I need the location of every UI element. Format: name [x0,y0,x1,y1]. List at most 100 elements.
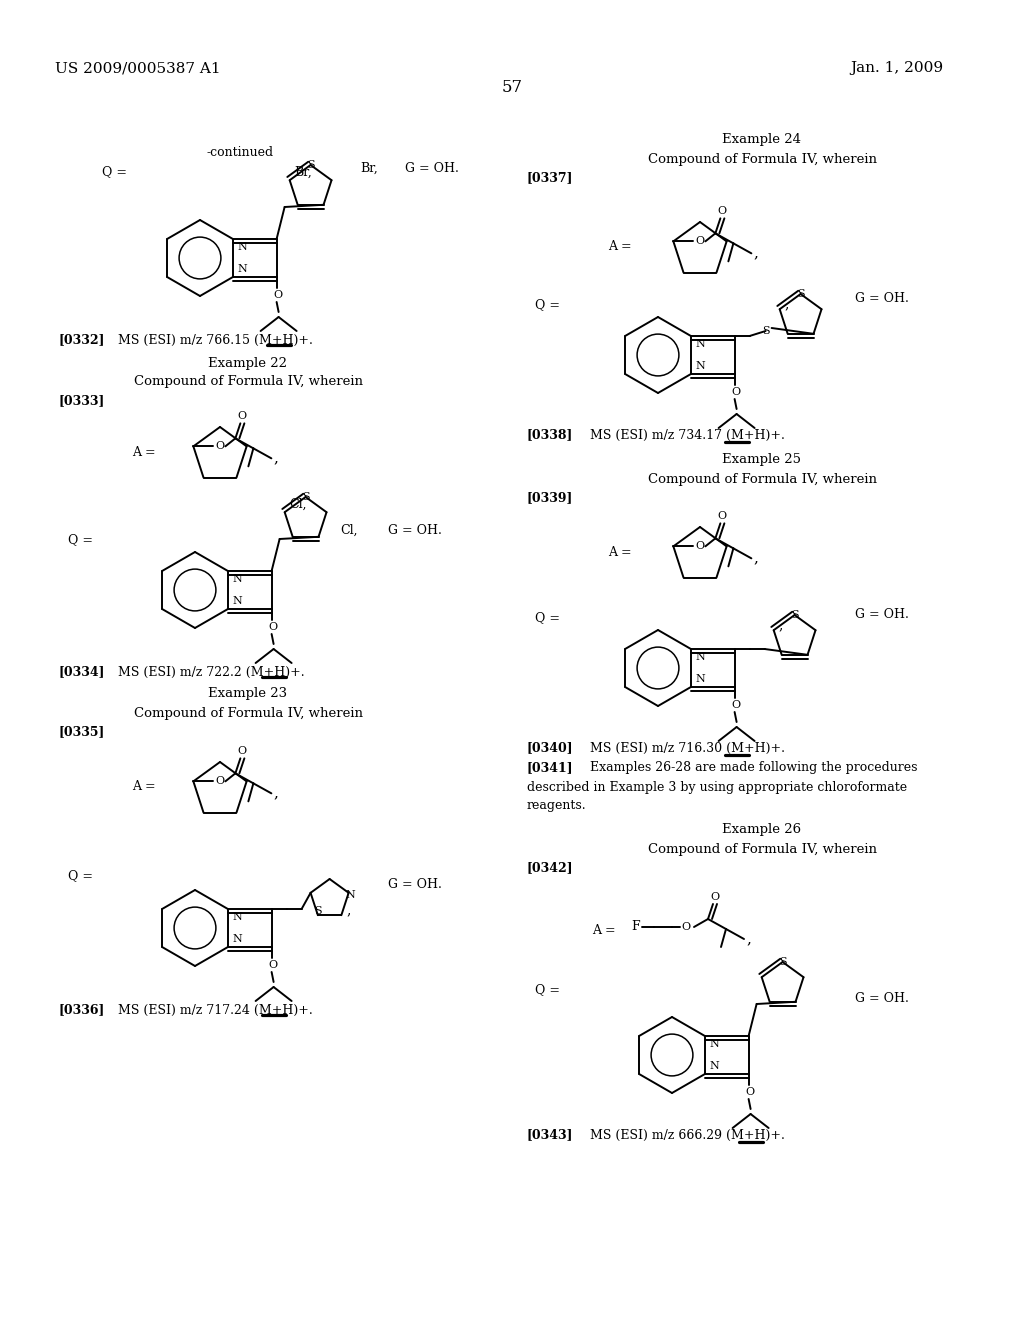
Text: N: N [710,1061,720,1071]
Text: S: S [762,326,769,337]
Text: S: S [779,957,786,968]
Text: [0334]: [0334] [58,665,104,678]
Text: Example 25: Example 25 [723,454,802,466]
Text: N: N [346,890,355,900]
Text: G = OH.: G = OH. [388,524,442,536]
Text: N: N [238,264,248,275]
Text: MS (ESI) m/z 766.15 (M+H)+.: MS (ESI) m/z 766.15 (M+H)+. [118,334,313,346]
Text: MS (ESI) m/z 734.17 (M+H)+.: MS (ESI) m/z 734.17 (M+H)+. [590,429,784,441]
Text: described in Example 3 by using appropriate chloroformate: described in Example 3 by using appropri… [527,780,907,793]
Text: [0335]: [0335] [58,726,104,738]
Text: ,: , [746,932,751,946]
Text: A =: A = [608,240,632,253]
Text: [0333]: [0333] [58,395,104,408]
Text: N: N [232,912,243,921]
Text: O: O [216,441,225,451]
Text: Q =: Q = [535,298,560,312]
Text: Br,: Br, [295,166,312,178]
Text: ,: , [784,297,790,312]
Text: Jan. 1, 2009: Jan. 1, 2009 [850,61,943,75]
Text: N: N [696,675,706,684]
Text: S: S [797,289,805,300]
Text: G = OH.: G = OH. [406,161,459,174]
Text: O: O [718,206,727,216]
Text: O: O [216,776,225,787]
Text: Compound of Formula IV, wherein: Compound of Formula IV, wherein [133,706,362,719]
Text: reagents.: reagents. [527,800,587,813]
Text: O: O [681,921,690,932]
Text: [0332]: [0332] [58,334,104,346]
Text: Example 23: Example 23 [209,688,288,701]
Text: Example 26: Example 26 [723,824,802,837]
Text: Compound of Formula IV, wherein: Compound of Formula IV, wherein [647,153,877,165]
Text: [0341]: [0341] [527,762,573,775]
Text: ,: , [754,247,758,260]
Text: N: N [696,652,706,663]
Text: [0339]: [0339] [527,491,573,504]
Text: Q =: Q = [68,870,93,883]
Text: MS (ESI) m/z 716.30 (M+H)+.: MS (ESI) m/z 716.30 (M+H)+. [590,742,785,755]
Text: [0337]: [0337] [527,172,573,185]
Text: F: F [632,920,640,933]
Text: Example 22: Example 22 [209,356,288,370]
Text: O: O [695,236,705,247]
Text: A =: A = [608,545,632,558]
Text: Cl,: Cl, [340,524,357,536]
Text: N: N [232,935,243,944]
Text: O: O [731,387,740,397]
Text: Cl,: Cl, [290,498,307,511]
Text: G = OH.: G = OH. [855,991,909,1005]
Text: MS (ESI) m/z 666.29 (M+H)+.: MS (ESI) m/z 666.29 (M+H)+. [590,1129,784,1142]
Text: A =: A = [132,446,156,458]
Text: Q =: Q = [102,165,127,178]
Text: G = OH.: G = OH. [388,879,442,891]
Text: Q =: Q = [535,611,560,624]
Text: S: S [307,160,314,170]
Text: Example 24: Example 24 [723,133,802,147]
Text: A =: A = [592,924,615,936]
Text: O: O [695,541,705,552]
Text: Q =: Q = [535,983,560,997]
Text: O: O [731,700,740,710]
Text: O: O [273,290,283,300]
Text: Examples 26-28 are made following the procedures: Examples 26-28 are made following the pr… [590,762,918,775]
Text: N: N [232,597,243,606]
Text: 57: 57 [502,79,522,96]
Text: [0343]: [0343] [527,1129,573,1142]
Text: S: S [314,907,322,916]
Text: [0342]: [0342] [527,862,573,874]
Text: -continued: -continued [207,145,273,158]
Text: O: O [238,412,247,421]
Text: Compound of Formula IV, wherein: Compound of Formula IV, wherein [647,842,877,855]
Text: [0340]: [0340] [527,742,573,755]
Text: [0336]: [0336] [58,1003,104,1016]
Text: O: O [711,892,720,902]
Text: ,: , [778,618,783,632]
Text: MS (ESI) m/z 722.2 (M+H)+.: MS (ESI) m/z 722.2 (M+H)+. [118,665,304,678]
Text: S: S [791,610,799,620]
Text: G = OH.: G = OH. [855,609,909,622]
Text: Q =: Q = [68,533,93,546]
Text: N: N [238,242,248,252]
Text: N: N [710,1039,720,1049]
Text: O: O [718,511,727,521]
Text: O: O [268,622,278,632]
Text: N: N [696,360,706,371]
Text: ,: , [273,451,279,466]
Text: Br,: Br, [360,161,378,174]
Text: N: N [696,339,706,348]
Text: ,: , [273,787,279,800]
Text: N: N [232,574,243,583]
Text: O: O [268,960,278,970]
Text: A =: A = [132,780,156,793]
Text: Compound of Formula IV, wherein: Compound of Formula IV, wherein [133,375,362,388]
Text: ,: , [754,552,758,565]
Text: O: O [745,1086,754,1097]
Text: S: S [302,492,309,502]
Text: MS (ESI) m/z 717.24 (M+H)+.: MS (ESI) m/z 717.24 (M+H)+. [118,1003,312,1016]
Text: ,: , [346,903,351,917]
Text: Compound of Formula IV, wherein: Compound of Formula IV, wherein [647,473,877,486]
Text: G = OH.: G = OH. [855,292,909,305]
Text: US 2009/0005387 A1: US 2009/0005387 A1 [55,61,220,75]
Text: O: O [238,746,247,756]
